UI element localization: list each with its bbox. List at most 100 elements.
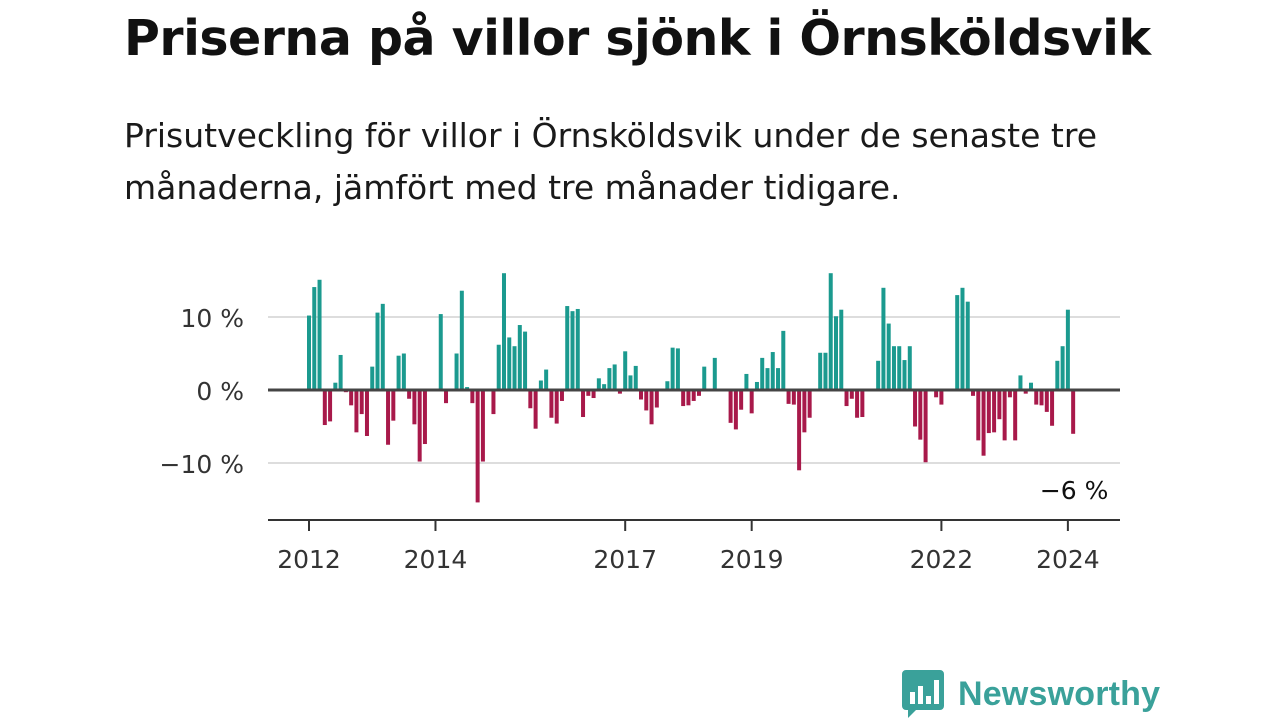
bar bbox=[1060, 346, 1065, 390]
bar bbox=[470, 390, 475, 404]
bar bbox=[438, 314, 443, 390]
bar bbox=[823, 352, 828, 390]
bar bbox=[517, 325, 522, 390]
bar bbox=[591, 390, 596, 399]
bar bbox=[913, 390, 918, 427]
bar bbox=[386, 390, 391, 445]
bar bbox=[918, 390, 923, 440]
bar bbox=[907, 346, 912, 390]
bar bbox=[538, 380, 543, 390]
bar bbox=[992, 390, 997, 433]
bar bbox=[649, 390, 654, 425]
bar bbox=[1013, 390, 1018, 441]
bar bbox=[923, 390, 928, 463]
bar bbox=[559, 390, 564, 401]
bar bbox=[654, 390, 659, 408]
bar-chart-speech-bubble-icon bbox=[902, 670, 944, 718]
bar bbox=[939, 390, 944, 405]
bar bbox=[971, 390, 976, 396]
bar bbox=[765, 368, 770, 390]
bar bbox=[834, 316, 838, 390]
bar bbox=[549, 390, 554, 418]
x-tick-label: 2024 bbox=[1036, 545, 1100, 574]
bar bbox=[770, 352, 775, 390]
bar bbox=[554, 390, 559, 424]
tick-labels: 10 % 0 % −10 % 2012 2014 2017 2019 2022 2024 −6 % bbox=[160, 304, 1112, 574]
bar bbox=[897, 346, 902, 390]
bar bbox=[1044, 390, 1049, 412]
bar bbox=[1071, 390, 1076, 434]
bar-series bbox=[307, 273, 1076, 503]
bar bbox=[670, 347, 675, 390]
x-tick-label: 2012 bbox=[277, 545, 341, 574]
bar bbox=[422, 390, 427, 445]
bar bbox=[1023, 390, 1028, 394]
bar bbox=[1039, 390, 1044, 406]
bar bbox=[617, 390, 622, 394]
chart-subtitle: Prisutveckling för villor i Örnsköldsvik… bbox=[124, 116, 1098, 207]
bar bbox=[955, 295, 960, 390]
bar bbox=[1034, 390, 1039, 405]
bar bbox=[380, 303, 385, 390]
bar bbox=[639, 390, 644, 400]
bar bbox=[407, 390, 412, 399]
bar bbox=[533, 390, 538, 429]
bar bbox=[855, 390, 860, 418]
bar bbox=[986, 390, 991, 434]
bar bbox=[602, 384, 607, 390]
bar bbox=[802, 390, 807, 433]
chart-title: Priserna på villor sjönk i Örnsköldsvik bbox=[124, 10, 1151, 67]
bar bbox=[544, 369, 549, 390]
bar bbox=[886, 323, 891, 390]
bar bbox=[633, 365, 638, 390]
bar bbox=[702, 366, 707, 390]
bar bbox=[581, 390, 586, 418]
bar bbox=[828, 273, 833, 390]
bar bbox=[681, 390, 686, 407]
bar bbox=[965, 301, 970, 390]
bar bbox=[733, 390, 738, 430]
bar bbox=[475, 390, 480, 503]
bar bbox=[607, 368, 612, 390]
brand-name: Newsworthy bbox=[958, 674, 1161, 713]
bar bbox=[575, 308, 580, 390]
bar bbox=[523, 331, 528, 390]
bar bbox=[797, 390, 802, 471]
bar bbox=[818, 352, 823, 390]
bar bbox=[1065, 309, 1070, 390]
bar bbox=[981, 390, 986, 456]
bar bbox=[1028, 382, 1033, 390]
bar bbox=[512, 346, 517, 390]
bar bbox=[454, 353, 459, 390]
bar bbox=[1055, 360, 1060, 390]
bar bbox=[623, 351, 628, 390]
x-tick-label: 2017 bbox=[593, 545, 657, 574]
bar bbox=[791, 390, 796, 405]
bar bbox=[997, 390, 1002, 420]
bar bbox=[744, 373, 749, 390]
bar bbox=[1002, 390, 1007, 441]
bar bbox=[739, 390, 744, 410]
bar bbox=[754, 381, 759, 390]
y-tick-label: −10 % bbox=[160, 450, 244, 479]
bar bbox=[749, 390, 754, 414]
bar bbox=[1018, 375, 1023, 390]
axes bbox=[268, 388, 1120, 531]
last-value-label-bg bbox=[1037, 471, 1112, 506]
bar bbox=[891, 346, 896, 390]
bar bbox=[596, 378, 601, 390]
bar bbox=[960, 287, 965, 390]
bar bbox=[570, 311, 575, 390]
bar bbox=[491, 390, 496, 415]
bar bbox=[1007, 390, 1012, 398]
bar bbox=[354, 390, 359, 433]
bar bbox=[781, 330, 786, 390]
bar bbox=[396, 355, 401, 390]
bar bbox=[317, 279, 322, 390]
y-tick-label: 0 % bbox=[196, 377, 244, 406]
bar bbox=[417, 390, 422, 462]
bar bbox=[696, 390, 701, 396]
bar bbox=[976, 390, 981, 441]
bar bbox=[312, 287, 317, 390]
bar bbox=[728, 390, 733, 423]
